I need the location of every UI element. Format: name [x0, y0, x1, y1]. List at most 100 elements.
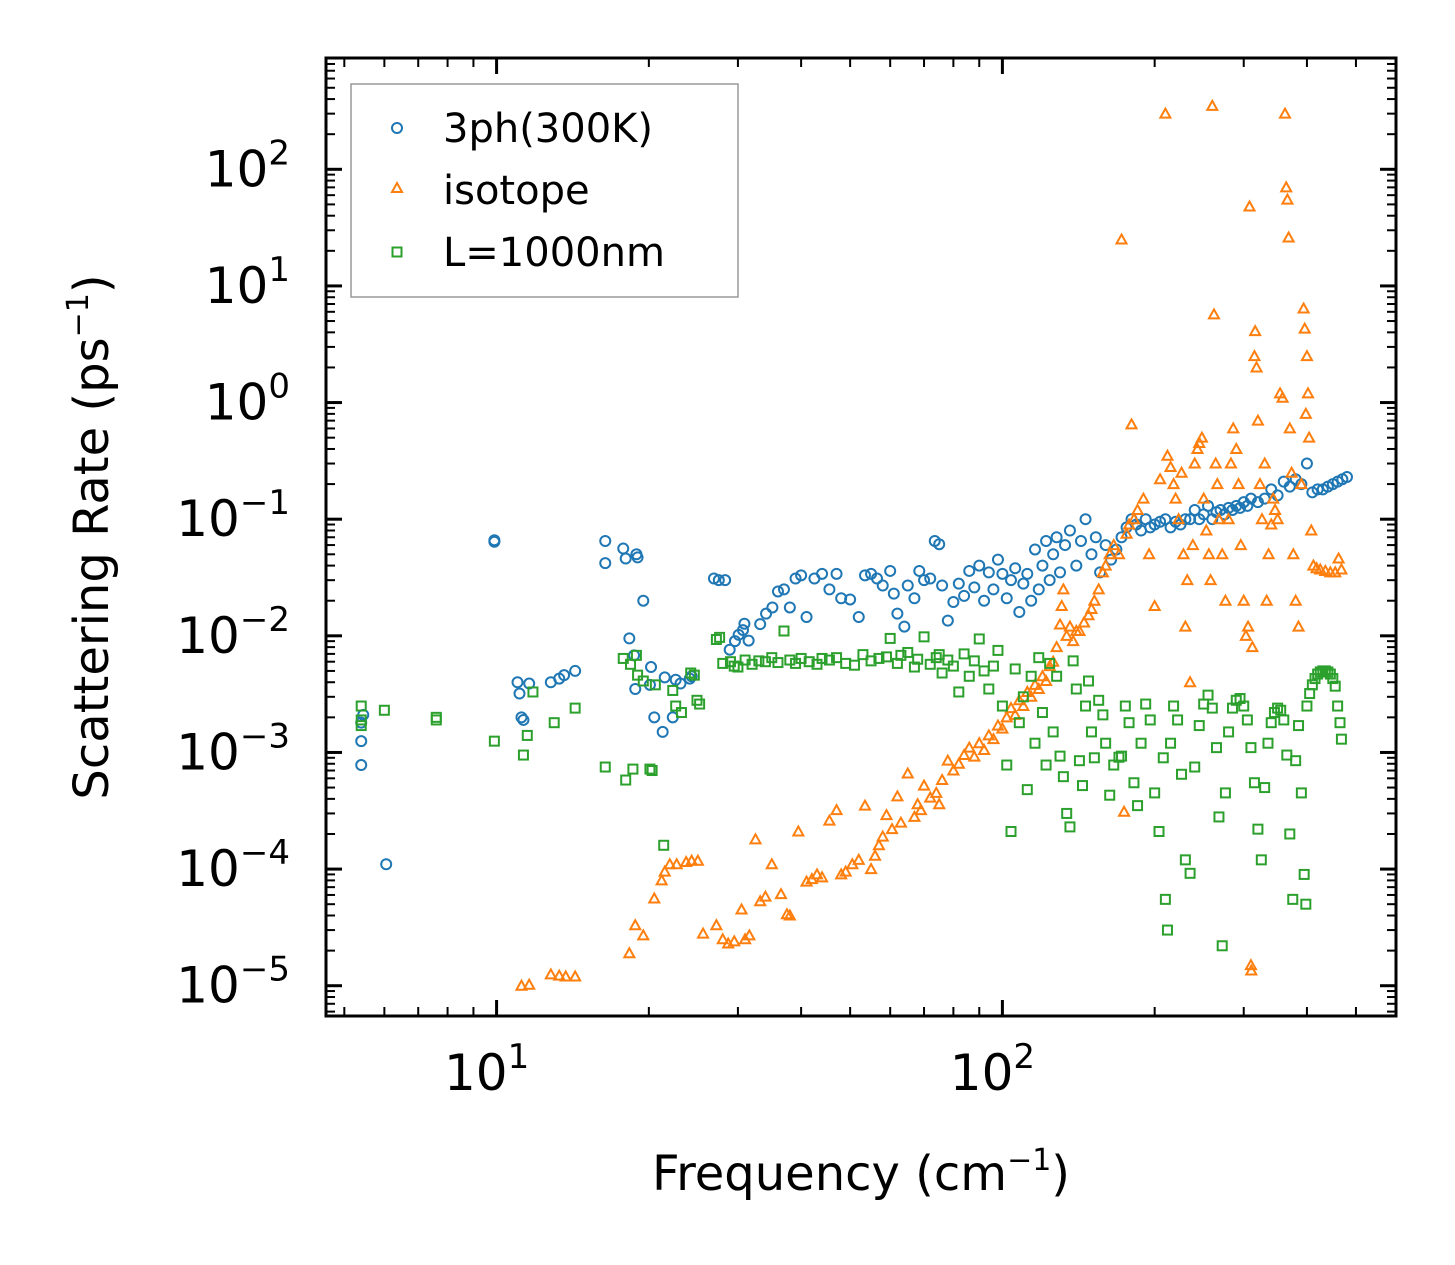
data-point	[1112, 547, 1126, 560]
data-point	[942, 654, 954, 666]
data-point	[1329, 680, 1341, 692]
data-point	[982, 728, 996, 741]
data-point	[918, 631, 930, 643]
data-point	[1107, 538, 1121, 551]
data-point	[1304, 523, 1318, 536]
data-point	[1088, 752, 1100, 764]
data-point	[1005, 574, 1018, 587]
data-point	[1248, 777, 1260, 789]
data-point	[765, 857, 779, 870]
data-point	[1142, 547, 1156, 560]
data-point	[599, 557, 612, 570]
data-point	[1056, 582, 1071, 595]
data-point	[632, 669, 644, 681]
x-axis-title: Frequency (cm−1)	[652, 1143, 1070, 1202]
data-point	[844, 593, 857, 606]
data-point	[658, 839, 670, 851]
data-point	[1054, 750, 1066, 762]
y-tick-label: 10−4	[176, 833, 290, 898]
data-point	[1251, 413, 1265, 426]
data-point	[627, 763, 639, 775]
data-point	[667, 684, 679, 696]
data-point	[1097, 709, 1109, 721]
data-point	[1104, 789, 1116, 801]
data-point	[1081, 608, 1096, 621]
data-point	[778, 625, 790, 637]
data-point	[1299, 406, 1313, 419]
data-point	[958, 589, 971, 602]
data-point	[1244, 492, 1257, 505]
data-point	[766, 601, 779, 614]
data-point	[1340, 471, 1353, 484]
data-point	[1085, 726, 1097, 738]
data-point	[1054, 566, 1067, 579]
data-point	[935, 772, 949, 786]
data-point	[1021, 784, 1033, 796]
data-point	[1202, 689, 1214, 701]
data-point	[1077, 780, 1089, 792]
legend: 3ph(300K) isotope L=1000nm	[350, 83, 739, 298]
data-point	[1087, 593, 1102, 606]
data-point	[1221, 512, 1236, 525]
data-point	[1100, 737, 1112, 749]
data-point	[723, 643, 736, 656]
data-point	[983, 683, 995, 695]
data-point	[599, 761, 611, 773]
data-point	[1205, 98, 1219, 111]
data-point	[619, 552, 632, 565]
data-point	[1183, 675, 1197, 688]
data-point	[746, 658, 758, 670]
data-point	[1144, 714, 1156, 726]
data-point	[430, 711, 442, 723]
data-point	[1047, 726, 1059, 738]
data-point	[647, 891, 661, 904]
data-point	[1080, 700, 1092, 712]
data-point	[816, 652, 828, 664]
data-point	[649, 679, 661, 691]
data-point	[1184, 867, 1196, 879]
data-point	[636, 928, 650, 941]
y-tick-label: 10−1	[176, 483, 290, 548]
data-point	[694, 698, 706, 710]
data-point	[982, 566, 995, 579]
data-point	[1057, 771, 1069, 783]
data-point	[1251, 496, 1264, 509]
data-point	[1077, 615, 1091, 628]
y-tick-label: 10−5	[176, 950, 290, 1015]
data-point	[1040, 759, 1052, 771]
data-point	[1301, 386, 1315, 399]
data-point	[1123, 717, 1135, 729]
data-point	[1043, 574, 1056, 587]
legend-marker-circle-icon	[391, 122, 403, 134]
data-point	[858, 569, 871, 582]
data-point	[684, 853, 699, 866]
data-point	[716, 932, 730, 945]
data-point	[355, 700, 367, 712]
data-point	[1306, 679, 1318, 691]
data-point	[884, 632, 896, 644]
data-point	[748, 832, 763, 845]
data-point	[1253, 477, 1267, 490]
data-point	[783, 601, 796, 614]
data-point	[977, 742, 991, 755]
data-marks	[355, 98, 1353, 991]
data-point	[815, 870, 829, 883]
data-point	[795, 569, 808, 582]
data-point	[952, 756, 966, 769]
data-point	[1005, 826, 1017, 838]
data-point	[620, 774, 632, 786]
data-point	[876, 829, 890, 842]
data-point	[1245, 742, 1257, 754]
data-point	[917, 778, 931, 791]
data-point	[972, 736, 986, 749]
y-tick-label: 102	[205, 133, 290, 198]
data-point	[1064, 821, 1076, 833]
data-point	[674, 677, 687, 690]
data-point	[1036, 559, 1049, 572]
data-point	[908, 661, 920, 673]
data-point	[823, 583, 836, 596]
data-point	[1013, 717, 1025, 729]
data-point	[380, 858, 393, 871]
data-point	[891, 607, 904, 620]
data-point	[924, 658, 936, 670]
